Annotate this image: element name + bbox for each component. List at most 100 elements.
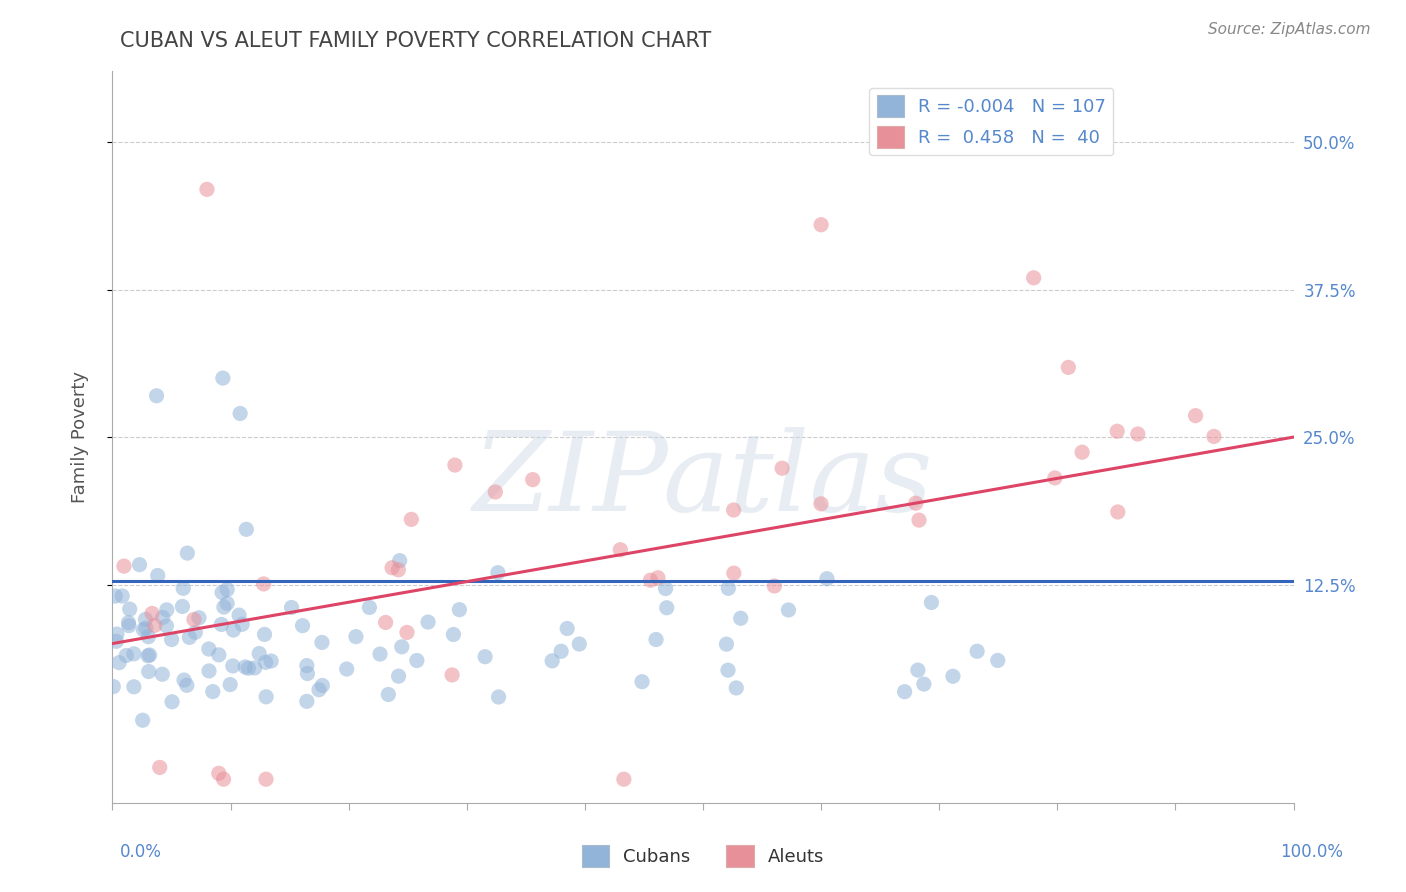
Point xyxy=(344,630,367,644)
Point xyxy=(1022,270,1045,285)
Point xyxy=(238,661,260,675)
Point xyxy=(297,666,319,681)
Point xyxy=(912,677,935,691)
Point xyxy=(717,582,740,596)
Point xyxy=(229,407,252,421)
Point xyxy=(145,389,167,403)
Point xyxy=(810,218,832,232)
Point xyxy=(176,678,198,692)
Point xyxy=(228,608,250,623)
Point xyxy=(441,668,464,682)
Point xyxy=(717,663,740,677)
Point xyxy=(374,615,396,630)
Point xyxy=(966,644,988,658)
Point xyxy=(138,665,160,679)
Point xyxy=(904,496,927,510)
Text: 100.0%: 100.0% xyxy=(1279,843,1343,861)
Y-axis label: Family Poverty: Family Poverty xyxy=(70,371,89,503)
Point xyxy=(401,512,423,526)
Point xyxy=(211,371,233,385)
Point xyxy=(252,577,274,591)
Point xyxy=(222,659,245,673)
Point xyxy=(444,458,467,472)
Point xyxy=(654,582,676,596)
Point xyxy=(311,635,333,649)
Point xyxy=(179,631,201,645)
Point xyxy=(253,627,276,641)
Point xyxy=(1071,445,1094,459)
Point xyxy=(118,618,141,632)
Point xyxy=(222,623,245,637)
Point xyxy=(391,640,413,654)
Point xyxy=(416,615,439,629)
Point xyxy=(217,596,239,610)
Point xyxy=(195,182,218,196)
Point xyxy=(730,611,752,625)
Point xyxy=(449,602,471,616)
Point xyxy=(908,513,931,527)
Point xyxy=(778,603,800,617)
Point xyxy=(176,546,198,560)
Point xyxy=(725,681,748,695)
Point xyxy=(368,647,391,661)
Point xyxy=(377,688,399,702)
Point xyxy=(987,653,1010,667)
Legend: Cubans, Aleuts: Cubans, Aleuts xyxy=(575,838,831,874)
Point xyxy=(555,622,578,636)
Point xyxy=(122,647,145,661)
Point xyxy=(723,566,745,581)
Point xyxy=(388,553,411,567)
Legend: R = -0.004   N = 107, R =  0.458   N =  40: R = -0.004 N = 107, R = 0.458 N = 40 xyxy=(869,87,1114,155)
Point xyxy=(160,695,183,709)
Text: Source: ZipAtlas.com: Source: ZipAtlas.com xyxy=(1208,22,1371,37)
Point xyxy=(645,632,668,647)
Point xyxy=(254,772,277,787)
Point xyxy=(484,485,506,500)
Point xyxy=(810,497,832,511)
Point xyxy=(541,654,564,668)
Point xyxy=(122,680,145,694)
Point xyxy=(211,585,233,599)
Point xyxy=(311,678,333,692)
Point xyxy=(815,572,838,586)
Point xyxy=(609,542,631,557)
Point xyxy=(907,663,929,677)
Point xyxy=(1202,429,1225,443)
Point xyxy=(254,690,277,704)
Point xyxy=(105,634,128,648)
Point xyxy=(135,621,157,635)
Point xyxy=(550,644,572,658)
Point xyxy=(108,656,131,670)
Point xyxy=(208,766,231,780)
Point xyxy=(359,600,381,615)
Point xyxy=(387,669,409,683)
Point xyxy=(254,656,277,670)
Point xyxy=(172,599,194,614)
Point xyxy=(112,559,135,574)
Point xyxy=(1057,360,1080,375)
Point xyxy=(763,579,786,593)
Point xyxy=(568,637,591,651)
Point xyxy=(920,595,942,609)
Point xyxy=(655,600,678,615)
Point xyxy=(118,602,141,616)
Point xyxy=(1107,505,1129,519)
Point xyxy=(1184,409,1206,423)
Point xyxy=(486,566,509,580)
Point xyxy=(209,617,232,632)
Point xyxy=(295,694,318,708)
Point xyxy=(156,603,179,617)
Text: ZIPatlas: ZIPatlas xyxy=(472,427,934,534)
Point xyxy=(233,660,256,674)
Text: 0.0%: 0.0% xyxy=(120,843,162,861)
Point xyxy=(231,617,253,632)
Point xyxy=(441,627,464,641)
Point xyxy=(723,503,745,517)
Point xyxy=(336,662,359,676)
Point xyxy=(260,654,283,668)
Point xyxy=(184,625,207,640)
Point xyxy=(716,637,738,651)
Point xyxy=(381,560,404,574)
Point xyxy=(208,648,231,662)
Point xyxy=(160,632,183,647)
